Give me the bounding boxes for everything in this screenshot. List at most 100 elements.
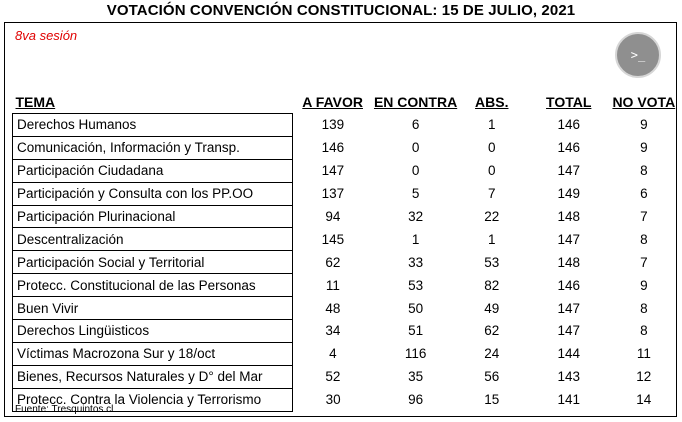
table-row: Participación Plurinacional 94 32 22 148 7 — [11, 204, 676, 229]
cell-total: 146 — [557, 117, 580, 133]
cell-abs: 1 — [488, 117, 496, 133]
cell-total: 146 — [557, 140, 580, 156]
table-row: Participación y Consulta con los PP.OO 13… — [11, 181, 676, 206]
cell-abs: 15 — [484, 392, 500, 408]
cell-tema: Descentralización — [11, 227, 294, 252]
header-a-favor: A FAVOR — [302, 94, 363, 111]
cell-en-contra: 0 — [411, 163, 420, 179]
cell-tema: Participación Ciudadana — [11, 158, 294, 183]
cell-abs: 22 — [484, 209, 500, 224]
cell-a-favor: 146 — [321, 140, 345, 156]
table-row: Derechos Lingüisticos 34 51 62 147 8 — [11, 319, 676, 343]
header-abs: ABS. — [475, 94, 509, 111]
cell-no-vota: 8 — [640, 163, 648, 179]
cell-a-favor: 48 — [325, 300, 341, 316]
cell-tema: Derechos Lingüisticos — [11, 319, 294, 343]
cell-abs: 56 — [484, 369, 500, 385]
table-body: Derechos Humanos 139 6 1 146 9 Comunicación, I… — [11, 113, 676, 412]
table-row: Descentralización 145 1 1 147 8 — [11, 227, 676, 252]
cell-no-vota: 7 — [640, 254, 648, 270]
table-row: Derechos Humanos 139 6 1 146 9 — [11, 113, 676, 137]
page-title: VOTACIÓN CONVENCIÓN CONSTITUCIONAL: 15 D… — [106, 2, 576, 19]
cell-tema: Buen Vivir — [11, 296, 294, 321]
cell-abs: 1 — [488, 231, 496, 247]
cell-a-favor: 30 — [325, 392, 341, 408]
terminal-button[interactable]: >_ — [615, 32, 661, 78]
cell-a-favor: 147 — [321, 163, 345, 179]
header-no-vota: NO VOTA — [612, 94, 676, 111]
cell-a-favor: 145 — [321, 231, 345, 247]
cell-a-favor: 52 — [325, 369, 341, 385]
cell-no-vota: 12 — [636, 369, 652, 385]
cell-en-contra: 116 — [404, 346, 427, 362]
table-row: Víctimas Macrozona Sur y 18/oct 4 116 24 144… — [11, 341, 676, 366]
cell-abs: 0 — [488, 163, 496, 179]
cell-total: 144 — [557, 346, 580, 362]
cell-abs: 82 — [484, 277, 500, 293]
cell-tema: Participación y Consulta con los PP.OO — [11, 181, 294, 206]
header-en-contra: EN CONTRA — [373, 94, 458, 111]
cell-total: 147 — [557, 323, 580, 339]
cell-en-contra: 96 — [408, 392, 424, 408]
cell-a-favor: 11 — [325, 277, 340, 293]
votes-table: TEMA A FAVOR EN CONTRA ABS. TOTAL NO VOT… — [11, 91, 676, 412]
session-label: 8va sesión — [15, 28, 78, 43]
cell-abs: 49 — [484, 300, 500, 316]
cell-abs: 53 — [484, 254, 500, 270]
table-row: Bienes, Recursos Naturales y D° del Mar 5… — [11, 364, 676, 389]
cell-a-favor: 94 — [325, 209, 341, 224]
cell-total: 146 — [557, 277, 580, 293]
cell-tema: Participación Social y Territorial — [11, 250, 294, 275]
source-note: Fuente: Tresquintos.cl — [15, 404, 114, 415]
header-row: TEMA A FAVOR EN CONTRA ABS. TOTAL NO VOT… — [13, 91, 676, 114]
cell-a-favor: 62 — [325, 254, 341, 270]
table-row: Comunicación, Información y Transp. 146 0 0… — [11, 135, 676, 160]
table-row: Protecc. Constitucional de las Personas 1… — [11, 273, 676, 298]
table-row: Participación Ciudadana 147 0 0 147 8 — [11, 158, 676, 183]
header-total: TOTAL — [546, 94, 592, 111]
cell-no-vota: 9 — [640, 277, 648, 293]
cell-no-vota: 8 — [640, 300, 648, 316]
cell-total: 147 — [557, 163, 580, 179]
cell-en-contra: 32 — [408, 209, 424, 224]
cell-no-vota: 8 — [640, 323, 648, 339]
cell-no-vota: 14 — [636, 392, 652, 408]
cell-en-contra: 5 — [411, 186, 420, 202]
cell-total: 148 — [557, 209, 580, 224]
table-row: Protecc. Contra la Violencia y Terrorism… — [11, 387, 676, 412]
cell-abs: 7 — [488, 186, 496, 202]
cell-no-vota: 7 — [640, 209, 648, 224]
cell-total: 147 — [557, 300, 580, 316]
cell-a-favor: 34 — [325, 323, 341, 339]
cell-en-contra: 51 — [408, 323, 424, 339]
cell-abs: 0 — [488, 140, 496, 156]
cell-no-vota: 9 — [640, 140, 648, 156]
cell-total: 141 — [557, 392, 580, 408]
cell-tema: Participación Plurinacional — [11, 204, 294, 229]
cell-no-vota: 6 — [640, 186, 648, 202]
cell-en-contra: 35 — [408, 369, 424, 385]
cell-abs: 62 — [484, 323, 500, 339]
cell-tema: Bienes, Recursos Naturales y D° del Mar — [11, 364, 294, 389]
table-frame: 8va sesión >_ TEMA A FAVOR EN CONTRA ABS… — [4, 22, 677, 417]
cell-en-contra: 33 — [408, 254, 424, 270]
cell-abs: 24 — [484, 346, 500, 362]
cell-tema: Víctimas Macrozona Sur y 18/oct — [11, 341, 294, 366]
cell-en-contra: 53 — [408, 277, 424, 293]
cell-tema: Derechos Humanos — [11, 113, 294, 137]
table-row: Buen Vivir 48 50 49 147 8 — [11, 296, 676, 321]
cell-total: 148 — [557, 254, 580, 270]
cell-no-vota: 9 — [640, 117, 648, 133]
cell-tema: Comunicación, Información y Transp. — [11, 135, 294, 160]
table-row: Participación Social y Territorial 62 33 53… — [11, 250, 676, 275]
cell-total: 143 — [557, 369, 580, 385]
cell-a-favor: 137 — [321, 186, 345, 202]
cell-a-favor: 4 — [329, 346, 337, 362]
cell-total: 147 — [557, 231, 580, 247]
cell-a-favor: 139 — [321, 117, 345, 133]
cell-en-contra: 6 — [411, 117, 420, 133]
cell-en-contra: 0 — [411, 140, 420, 156]
cell-no-vota: 11 — [636, 346, 651, 362]
cell-tema: Protecc. Constitucional de las Personas — [11, 273, 294, 298]
cell-no-vota: 8 — [640, 231, 648, 247]
